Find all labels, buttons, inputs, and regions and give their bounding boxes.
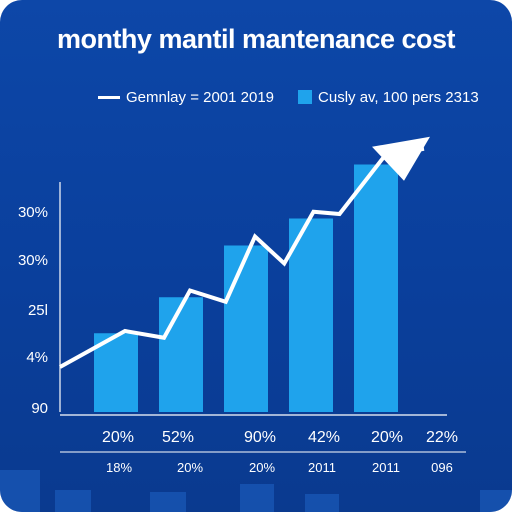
chart-legend: Gemnlay = 2001 2019 Cusly av, 100 pers 2… bbox=[98, 87, 479, 107]
bar bbox=[159, 297, 203, 412]
legend-bar-swatch bbox=[298, 90, 313, 104]
bar bbox=[289, 218, 333, 412]
y-tick-label: 30% bbox=[18, 252, 48, 269]
chart-title: monthy mantil mantenance cost bbox=[56, 24, 456, 54]
y-tick-label: 90 bbox=[31, 400, 48, 417]
background-decor-bar bbox=[480, 490, 512, 512]
x-tick-label-row2: 20% bbox=[249, 460, 275, 475]
x-tick-label-row2: 2011 bbox=[372, 460, 400, 475]
x-tick-label-row1: 52% bbox=[162, 429, 194, 446]
x-tick-label-row2: 2011 bbox=[308, 460, 336, 475]
y-tick-label: 4% bbox=[26, 349, 48, 366]
x-tick-label-row1: 42% bbox=[308, 429, 340, 446]
y-tick-label: 30% bbox=[18, 204, 48, 221]
background-decor-bar bbox=[55, 490, 91, 512]
x-tick-label-row1: 20% bbox=[371, 429, 403, 446]
background-decor-bar bbox=[305, 494, 339, 512]
background-decor-bar bbox=[150, 492, 186, 512]
trend-line bbox=[59, 146, 425, 369]
background-decor-bar bbox=[240, 484, 274, 512]
legend-line-swatch bbox=[98, 95, 120, 99]
x-tick-label-row1: 90% bbox=[244, 429, 276, 446]
bar bbox=[224, 245, 268, 412]
trend-arrow-head bbox=[372, 136, 430, 181]
x-tick-label-row2: 096 bbox=[431, 460, 453, 475]
legend-bar-label: Cusly av, 100 pers 2313 bbox=[318, 88, 479, 106]
legend-line-label: Gemnlay = 2001 2019 bbox=[126, 88, 275, 106]
x-tick-label-row2: 18% bbox=[106, 460, 132, 475]
x-tick-label-row1: 20% bbox=[102, 429, 134, 446]
y-tick-label: 25l bbox=[28, 302, 48, 319]
x-tick-label-row1: 22% bbox=[426, 429, 458, 446]
bar bbox=[354, 164, 398, 412]
background-decor-bar bbox=[0, 470, 40, 512]
x-tick-label-row2: 20% bbox=[177, 460, 203, 475]
